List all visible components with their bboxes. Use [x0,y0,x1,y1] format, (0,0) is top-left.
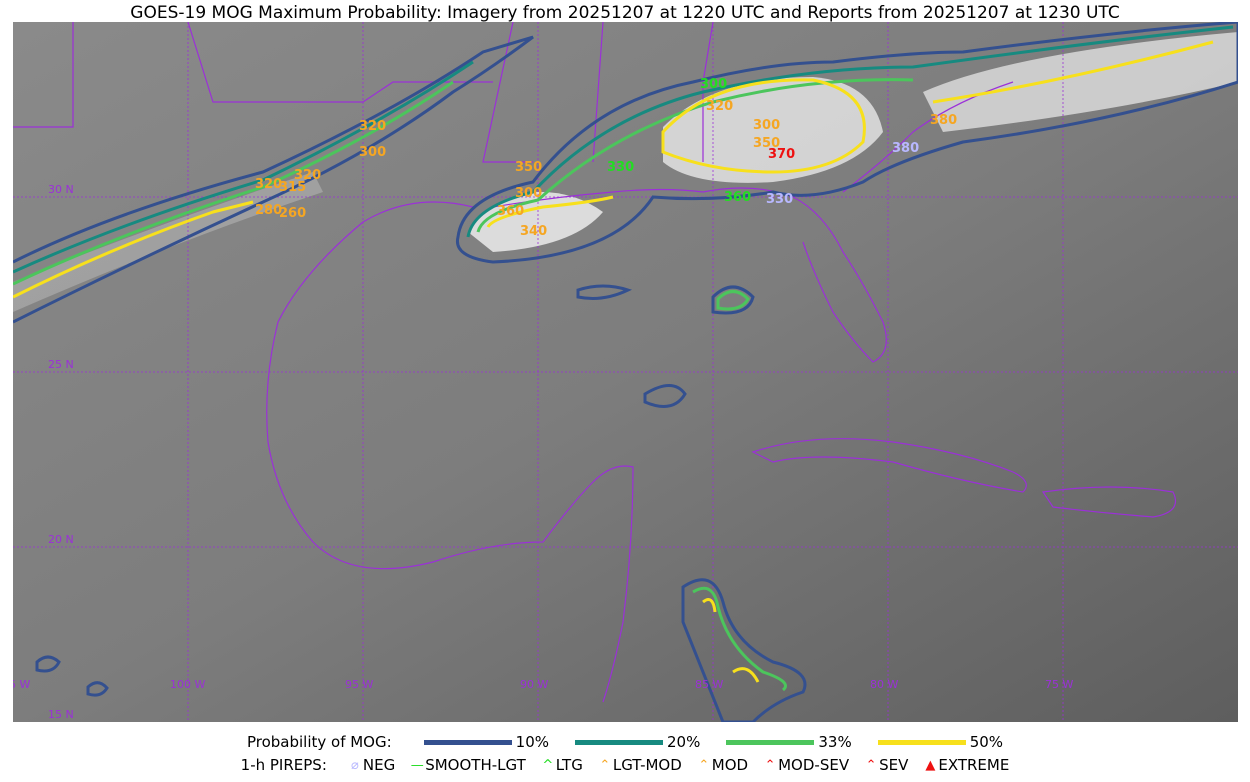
map: 30 N 25 N 20 N 15 N 105 W 100 W 95 W 90 W 85 W 80… [13,22,1238,722]
lon-label: 100 W [170,678,205,691]
lon-label: 75 W [1045,678,1073,691]
grid-labels: 30 N 25 N 20 N 15 N 105 W 100 W 95 W 90 W 85 W 80… [13,183,1073,721]
pirep-label: 260 [279,206,306,221]
pirep-label: 350 [753,136,780,151]
legend-title: Probability of MOG: [246,733,392,751]
lon-label: 105 W [13,678,30,691]
legend-swatch [877,739,966,745]
legend-label: EXTREME [938,756,1010,774]
legend-label: 50% [969,733,1004,751]
pirep-label: 315 [279,180,306,195]
legend-label: 10% [515,733,550,751]
mog-contours [13,22,1238,722]
legend-swatch [726,739,815,745]
pirep-label: 300 [359,145,386,160]
pirep-label: 350 [515,160,542,175]
pirep-label: 300 [515,186,542,201]
pirep-labels: 3203003203203152802603503003603403203003… [255,77,957,239]
legend-icon: ⌃ [865,757,877,773]
legend-swatch [575,739,664,745]
legend-swatch [423,739,512,745]
pirep-label: 280 [255,203,282,218]
legend-icon: ⌀ [350,757,359,773]
lat-label: 20 N [48,533,74,546]
legend-icon: ⌃ [599,757,611,773]
pirep-label: 330 [766,192,793,207]
lat-label: 30 N [48,183,74,196]
lon-label: 80 W [870,678,898,691]
legend-label: LGT-MOD [612,756,682,774]
legend-label: 20% [667,733,701,751]
pirep-label: 370 [768,147,795,162]
legend-label: SMOOTH-LGT [425,756,526,774]
legend-icon: — [410,757,424,773]
pirep-label: 330 [607,160,634,175]
pirep-label: 320 [706,99,733,114]
legend-label: SEV [879,756,909,774]
lon-label: 90 W [520,678,548,691]
coastlines [13,22,1177,703]
legend-icon: ▲ [925,757,936,773]
legend-label: NEG [362,756,396,774]
pirep-label: 360 [724,190,751,205]
lon-label: 95 W [345,678,373,691]
legend-icon: ⌃ [698,757,710,773]
graticule [13,22,1238,722]
legend-mog: Probability of MOG: 10% 20% 33% 50% [0,733,1250,751]
title: GOES-19 MOG Maximum Probability: Imagery… [130,3,1120,23]
pirep-label: 300 [700,77,727,92]
legend-label: MOD-SEV [778,756,850,774]
legend-label: LTG [555,756,583,774]
lat-label: 25 N [48,358,74,371]
legend-label: 33% [818,733,852,751]
legend-pireps: 1-h PIREPS: ⌀ NEG — SMOOTH-LGT ^ LTG ⌃ LGT-MOD ⌃… [0,756,1250,774]
legend-icon: ⌃ [764,757,776,773]
legend-label: MOD [711,756,749,774]
pirep-label: 300 [753,118,780,133]
pirep-label: 380 [892,141,919,156]
pirep-label: 360 [497,204,524,219]
lat-label: 15 N [48,708,74,721]
legend-title: 1-h PIREPS: [240,756,327,774]
pirep-label: 380 [930,113,957,128]
legend-icon: ^ [542,757,554,773]
pirep-label: 320 [255,177,282,192]
pirep-label: 320 [294,168,321,183]
pirep-label: 340 [520,224,547,239]
lon-label: 85 W [695,678,723,691]
pirep-label: 320 [359,119,386,134]
